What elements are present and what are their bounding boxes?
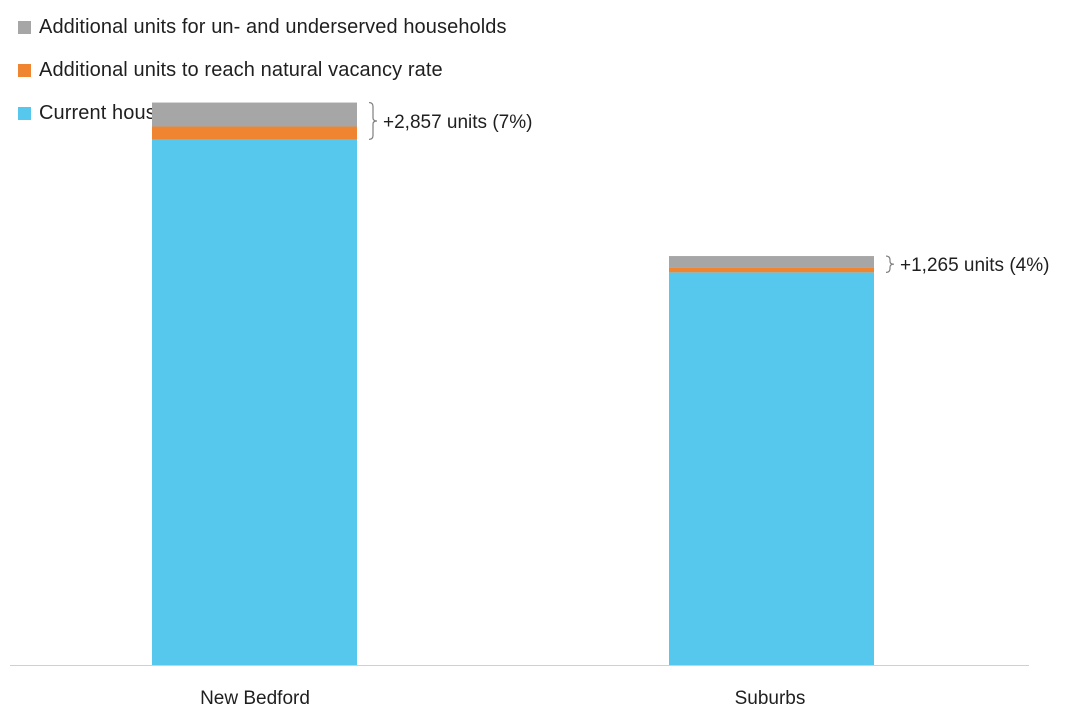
legend-item-unserved-households: Additional units for un- and underserved… xyxy=(18,6,507,49)
legend-swatch-vacancy-rate xyxy=(18,64,31,77)
legend-swatch-current-stock xyxy=(18,107,31,120)
legend-label-vacancy-rate: Additional units to reach natural vacanc… xyxy=(39,59,443,81)
x-tick-label-new-bedford: New Bedford xyxy=(200,688,310,709)
legend-swatch-unserved-households xyxy=(18,21,31,34)
legend-label-unserved-households: Additional units for un- and underserved… xyxy=(39,16,507,38)
legend-item-vacancy-rate: Additional units to reach natural vacanc… xyxy=(18,49,507,92)
bar-new-bedford-additional-units-for-un-and-underserved-households xyxy=(152,102,357,127)
bar-suburbs-additional-units-for-un-and-underserved-households xyxy=(669,256,874,268)
x-tick-label-suburbs: Suburbs xyxy=(735,688,806,709)
annotation-bracket-suburbs xyxy=(885,255,895,273)
bar-suburbs-additional-units-to-reach-natural-vacancy-rate xyxy=(669,267,874,273)
bar-suburbs-current-housing-stock xyxy=(669,272,874,665)
annotation-label-new-bedford: +2,857 units (7%) xyxy=(383,112,532,133)
annotation-label-suburbs: +1,265 units (4%) xyxy=(900,255,1049,276)
bar-new-bedford-additional-units-to-reach-natural-vacancy-rate xyxy=(152,126,357,140)
bar-new-bedford-current-housing-stock xyxy=(152,139,357,665)
annotation-bracket-new-bedford xyxy=(368,101,378,141)
